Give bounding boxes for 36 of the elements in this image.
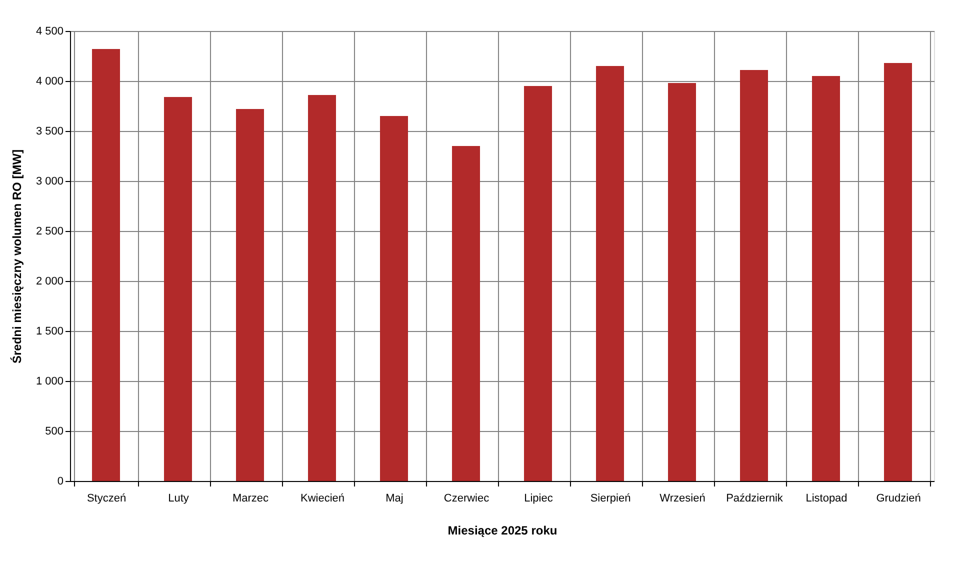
y-tick-label: 4 500 (36, 26, 64, 38)
y-tick-label: 1 000 (36, 376, 64, 388)
bar (740, 70, 768, 481)
x-tick-label: Listopad (806, 492, 848, 504)
y-tick-label: 3 000 (36, 176, 64, 188)
y-tick-label: 3 500 (36, 126, 64, 138)
bar (524, 86, 552, 481)
bar (308, 95, 336, 481)
y-tick-label: 2 000 (36, 276, 64, 288)
y-tick-label: 1 500 (36, 326, 64, 338)
x-tick-label: Luty (168, 492, 190, 504)
bar (236, 109, 264, 481)
bar (812, 76, 840, 481)
bar (380, 116, 408, 481)
x-tick-label: Czerwiec (444, 492, 490, 504)
x-tick-label: Grudzień (876, 492, 921, 504)
y-tick-label: 4 000 (36, 76, 64, 88)
bar (92, 49, 120, 481)
bar (596, 66, 624, 481)
bar (884, 63, 912, 481)
x-tick-label: Styczeń (86, 492, 126, 504)
x-tick-label: Maj (386, 492, 404, 504)
x-tick-label: Marzec (232, 492, 270, 504)
x-tick-label: Kwiecień (300, 492, 345, 504)
y-tick-label: 500 (45, 426, 64, 438)
y-axis-title: Średni miesięczny wolumen RO [MW] (10, 149, 24, 364)
bar (668, 83, 696, 481)
bar (452, 146, 480, 481)
x-tick-label: Lipiec (524, 492, 554, 504)
x-tick-label: Wrzesień (660, 492, 706, 504)
x-tick-label: Sierpień (590, 492, 631, 504)
y-tick-label: 0 (57, 476, 64, 488)
bar (164, 97, 192, 481)
y-tick-label: 2 500 (36, 226, 64, 238)
x-axis-title: Miesiące 2025 roku (448, 524, 558, 538)
x-tick-label: Październik (726, 492, 784, 504)
